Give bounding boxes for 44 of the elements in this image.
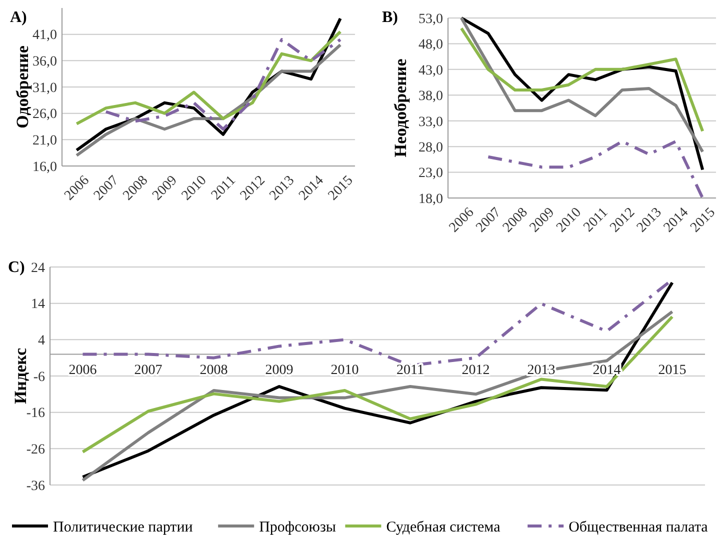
y-tick-label: 43,0 <box>418 63 443 78</box>
y-tick-label: 21,0 <box>32 134 57 149</box>
y-tick-label: -36 <box>26 478 45 494</box>
x-tick-label: 2011 <box>396 363 424 378</box>
y-tick-label: 23,0 <box>418 166 443 182</box>
y-tick-label: 4 <box>38 334 45 349</box>
y-tick-label: 31,0 <box>32 80 57 96</box>
x-tick-label: 2015 <box>658 363 686 378</box>
y-tick-label: -26 <box>26 442 45 458</box>
y-axis-title: Неодобрение <box>390 58 410 158</box>
y-tick-label: 41,0 <box>32 28 57 44</box>
y-tick-label: 16,0 <box>32 160 57 175</box>
y-tick-label: 33,0 <box>418 114 443 130</box>
x-tick-label: 2007 <box>134 363 162 378</box>
x-tick-label: 2011 <box>208 173 239 204</box>
y-tick-label: 48,0 <box>418 38 443 53</box>
y-axis-title: Одобрение <box>12 45 32 128</box>
legend-label: Общественная палата <box>568 519 708 535</box>
line-series <box>486 140 704 200</box>
y-tick-label: 53,0 <box>418 12 443 27</box>
y-tick-label: 28,0 <box>418 140 443 156</box>
y-tick-label: 14 <box>31 297 45 312</box>
line-series <box>104 38 342 131</box>
y-tick-label: 36,0 <box>32 54 57 70</box>
legend-label: Профсоюзы <box>259 519 336 535</box>
legend-label: Судебная система <box>386 519 501 535</box>
chart-title: A) <box>10 9 27 26</box>
y-tick-label: -16 <box>26 406 45 422</box>
x-tick-label: 2006 <box>68 363 97 378</box>
y-tick-label: 18,0 <box>418 192 443 207</box>
x-tick-label: 2010 <box>330 363 359 378</box>
y-tick-label: 38,0 <box>418 89 443 104</box>
line-series <box>75 30 342 126</box>
legend-label: Политические партии <box>53 519 193 535</box>
chart-title: B) <box>382 9 398 26</box>
y-tick-label: 26,0 <box>32 107 57 122</box>
y-tick-label: 24 <box>31 260 45 276</box>
x-tick-label: 2008 <box>200 363 228 378</box>
y-tick-label: -6 <box>33 370 45 385</box>
y-axis-title: Индекс <box>10 348 30 404</box>
x-tick-label: 2009 <box>265 363 294 378</box>
line-series <box>460 26 704 133</box>
x-tick-label: 2012 <box>462 363 490 378</box>
chart-title: C) <box>8 259 25 276</box>
